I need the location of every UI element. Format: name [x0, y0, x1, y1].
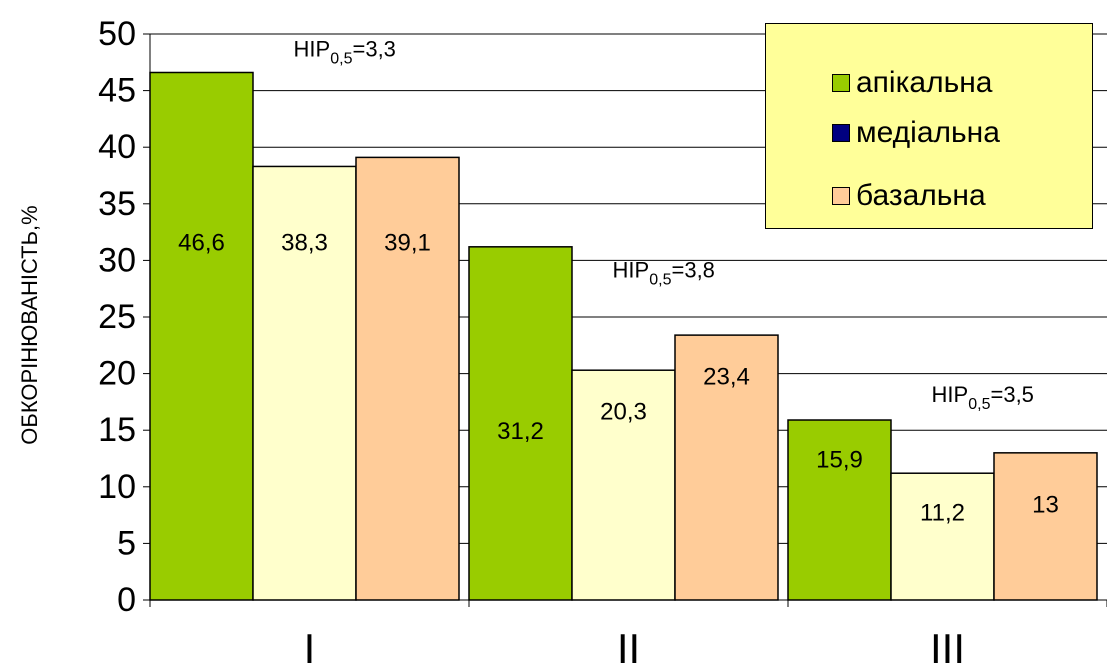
data-label-s2-I: 39,1: [384, 230, 431, 257]
data-label-s0-II: 31,2: [497, 418, 544, 445]
y-tick-label-20: 20: [98, 355, 136, 393]
y-tick-label-15: 15: [98, 411, 136, 449]
y-tick-label-0: 0: [117, 581, 136, 619]
x-tick-label-II: II: [617, 625, 640, 670]
legend: апікальна медіальна базальна: [765, 23, 1093, 229]
legend-label-medial: медіальна: [856, 116, 1000, 149]
data-label-s1-I: 38,3: [281, 230, 328, 257]
annotation-hip-II: НІР0,5=3,8: [613, 257, 715, 288]
y-tick-label-45: 45: [98, 72, 136, 110]
y-tick-label-30: 30: [98, 241, 136, 279]
bar-s1-III: [890, 472, 995, 601]
legend-swatch-apical: [832, 74, 850, 92]
bar-s0-III: [787, 419, 892, 601]
bar-s0-I: [149, 71, 254, 601]
annotation-hip-III: НІР0,5=3,5: [932, 382, 1034, 413]
y-axis-label: ОБКОРІНЮВАНІСТЬ,%: [17, 205, 42, 445]
y-tick-label-35: 35: [98, 185, 136, 223]
legend-label-basal: базальна: [856, 179, 986, 212]
bar-s2-III: [993, 452, 1098, 601]
x-tick-label-I: I: [304, 625, 316, 670]
y-tick-label-25: 25: [98, 298, 136, 336]
data-label-s0-I: 46,6: [178, 230, 225, 257]
bar-s1-I: [252, 165, 357, 601]
bar-s1-II: [571, 369, 676, 601]
x-tick-label-III: III: [930, 625, 965, 670]
data-label-s0-III: 15,9: [816, 447, 863, 474]
legend-label-apical: апікальна: [856, 66, 993, 99]
y-tick-label-5: 5: [117, 524, 136, 562]
y-axis-label-wrap: ОБКОРІНЮВАНІСТЬ,%: [10, 175, 50, 475]
legend-item-medial: медіальна: [766, 116, 1000, 150]
y-tick-label-10: 10: [98, 468, 136, 506]
data-label-s2-II: 23,4: [703, 364, 750, 391]
annotation-hip-I: НІР0,5=3,3: [294, 37, 396, 68]
data-label-s1-III: 11,2: [920, 500, 965, 527]
data-label-s2-III: 13: [1032, 491, 1059, 518]
bar-s2-II: [674, 334, 779, 601]
legend-item-apical: апікальна: [766, 66, 992, 100]
legend-swatch-basal: [832, 187, 850, 205]
legend-swatch-medial: [832, 124, 850, 142]
y-tick-label-50: 50: [98, 15, 136, 53]
y-tick-label-40: 40: [98, 128, 136, 166]
data-label-s1-II: 20,3: [600, 399, 647, 426]
legend-item-basal: базальна: [766, 179, 986, 213]
bar-s2-I: [355, 156, 460, 601]
